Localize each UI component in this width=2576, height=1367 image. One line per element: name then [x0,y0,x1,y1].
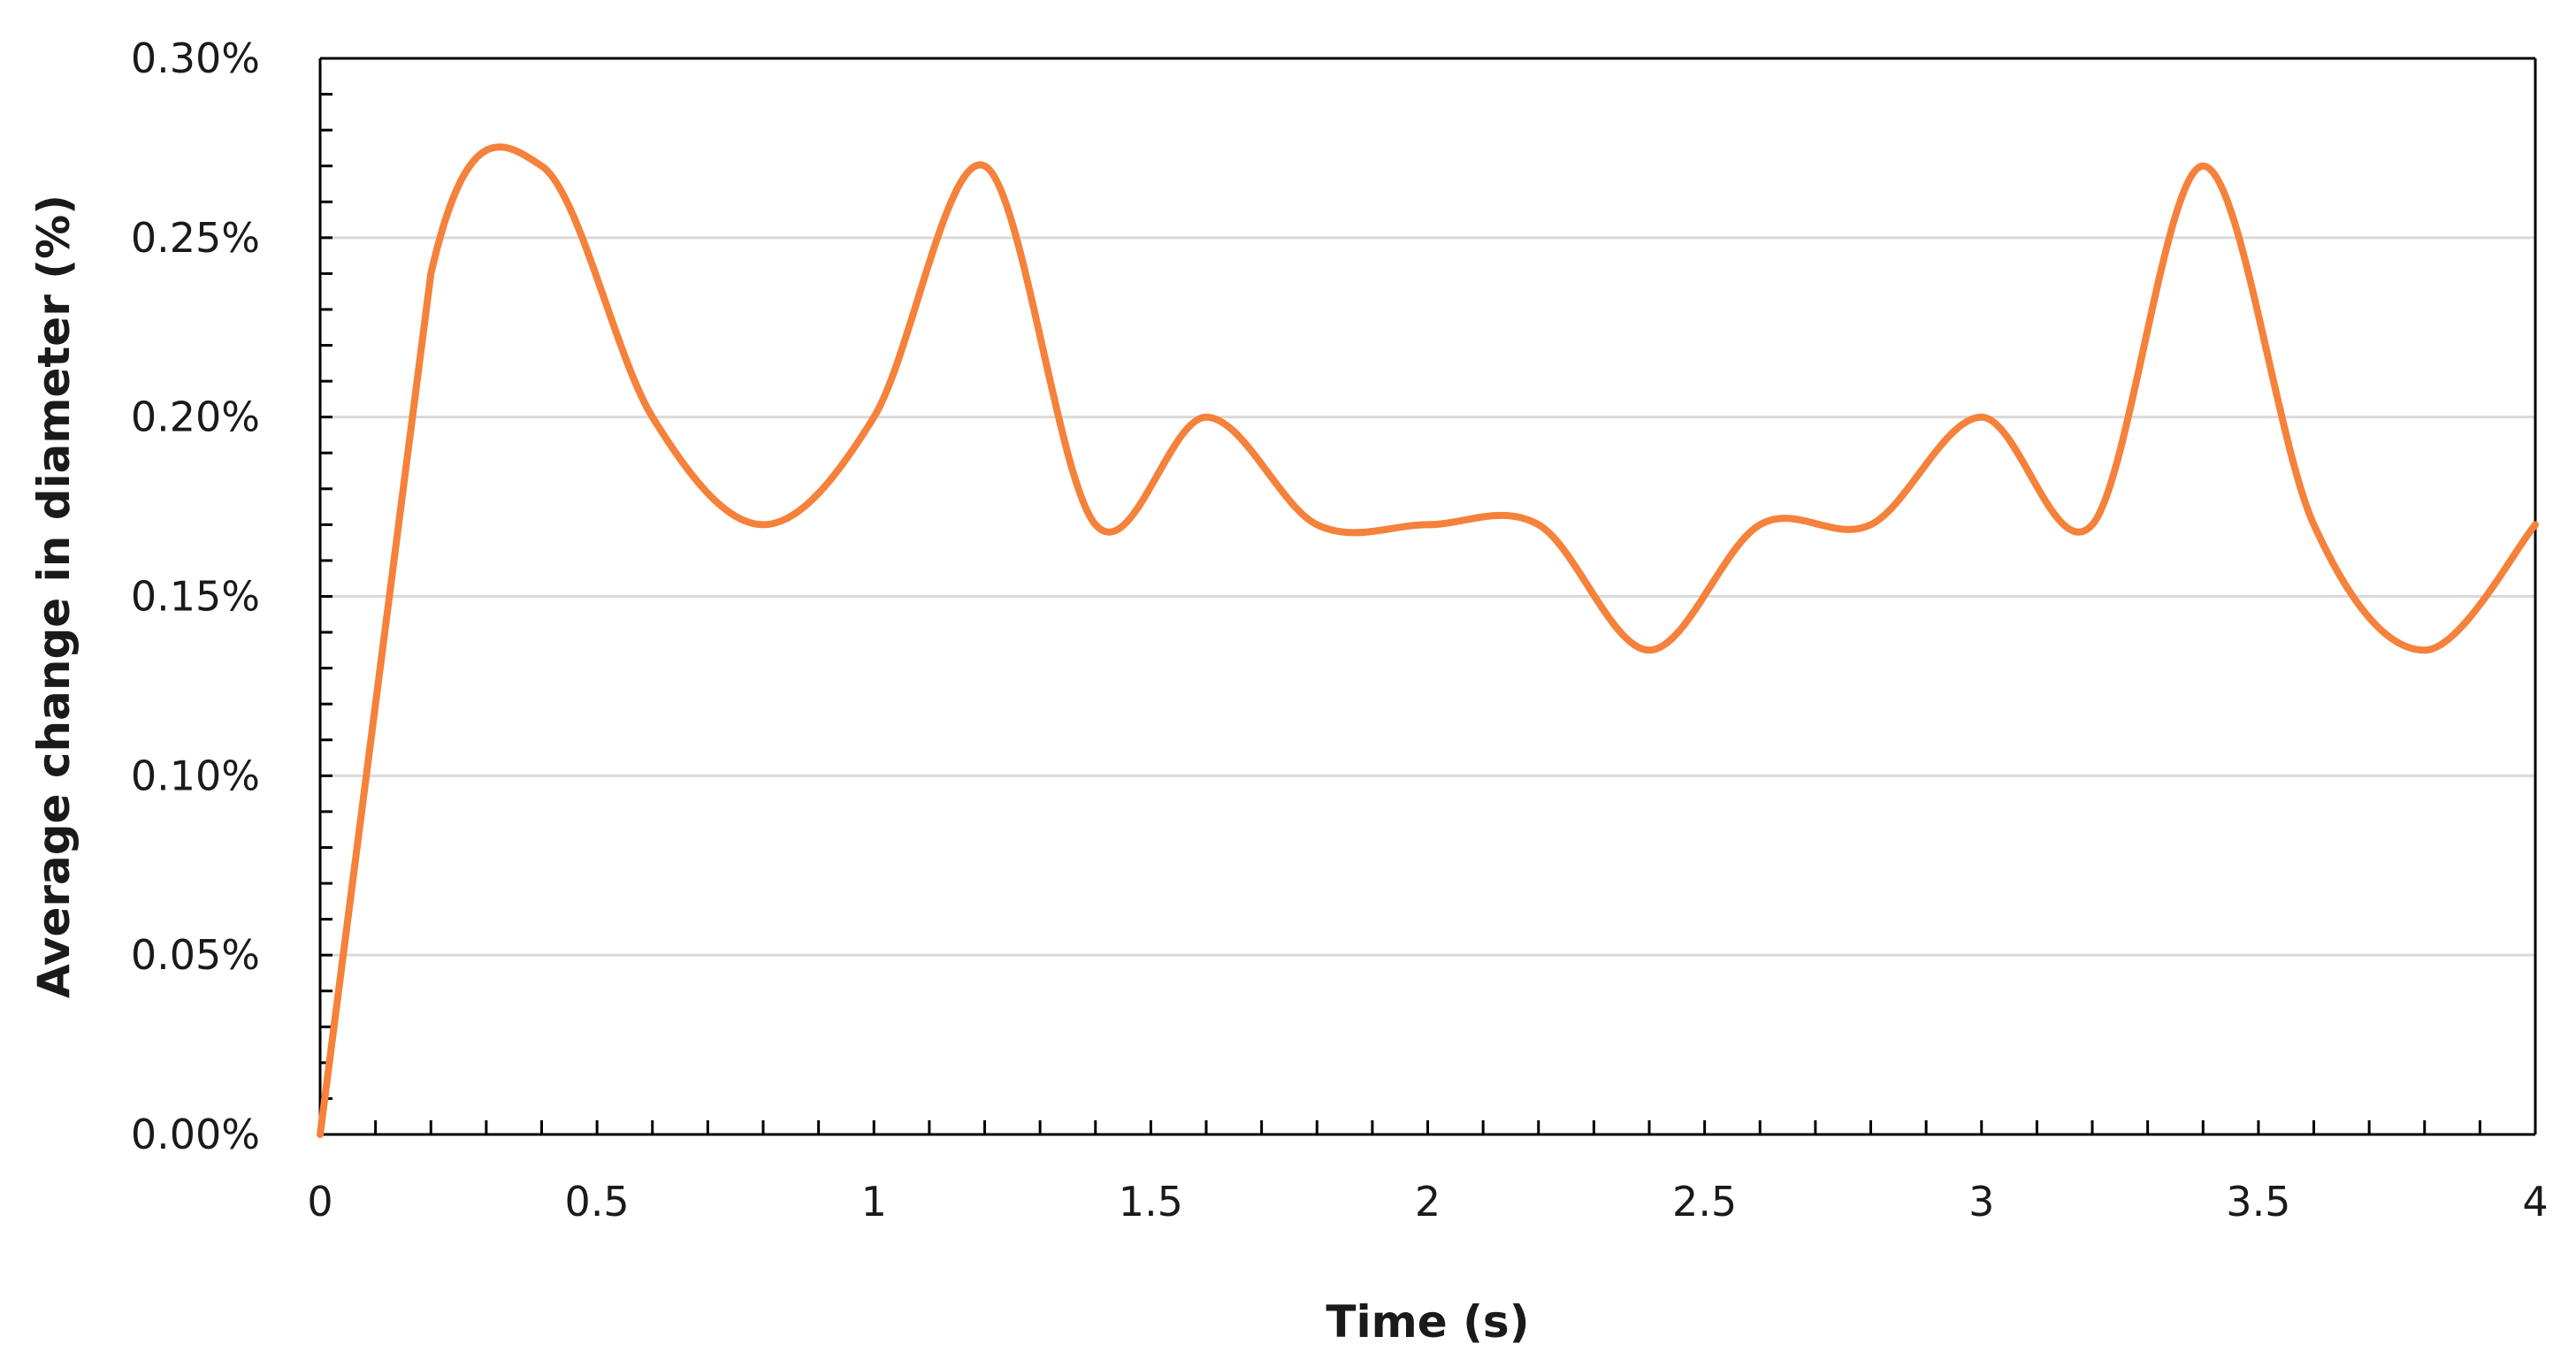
y-axis-title: Average change in diameter (%) [28,195,80,998]
y-tick-label: 0.00% [131,1111,260,1158]
gridlines [320,57,2535,957]
x-tick-label: 2.5 [1672,1178,1737,1226]
y-tick-label: 0.15% [131,573,260,621]
y-tick-label: 0.20% [131,393,260,441]
y-tick-label: 0.25% [131,214,260,262]
x-tick-labels: 0 0.5 1 1.5 2 2.5 3 3.5 4 [307,1178,2548,1226]
series-group [317,143,2539,1138]
y-tick-label: 0.05% [131,931,260,979]
y-tick-label: 0.30% [131,34,260,82]
y-tick-label: 0.10% [131,752,260,799]
x-tick-label: 3 [1968,1178,1994,1226]
x-axis-title: Time (s) [1326,1296,1529,1348]
x-tick-label: 0 [307,1178,333,1226]
x-tick-label: 1 [861,1178,887,1226]
x-tick-label: 4 [2522,1178,2548,1226]
series-line [317,143,2539,1138]
y-tick-labels: 0.00% 0.05% 0.10% 0.15% 0.20% 0.25% 0.30% [131,34,260,1158]
x-tick-label: 1.5 [1119,1178,1183,1226]
x-tick-label: 0.5 [565,1178,630,1226]
x-tick-label: 2 [1415,1178,1441,1226]
x-tick-label: 3.5 [2226,1178,2290,1226]
